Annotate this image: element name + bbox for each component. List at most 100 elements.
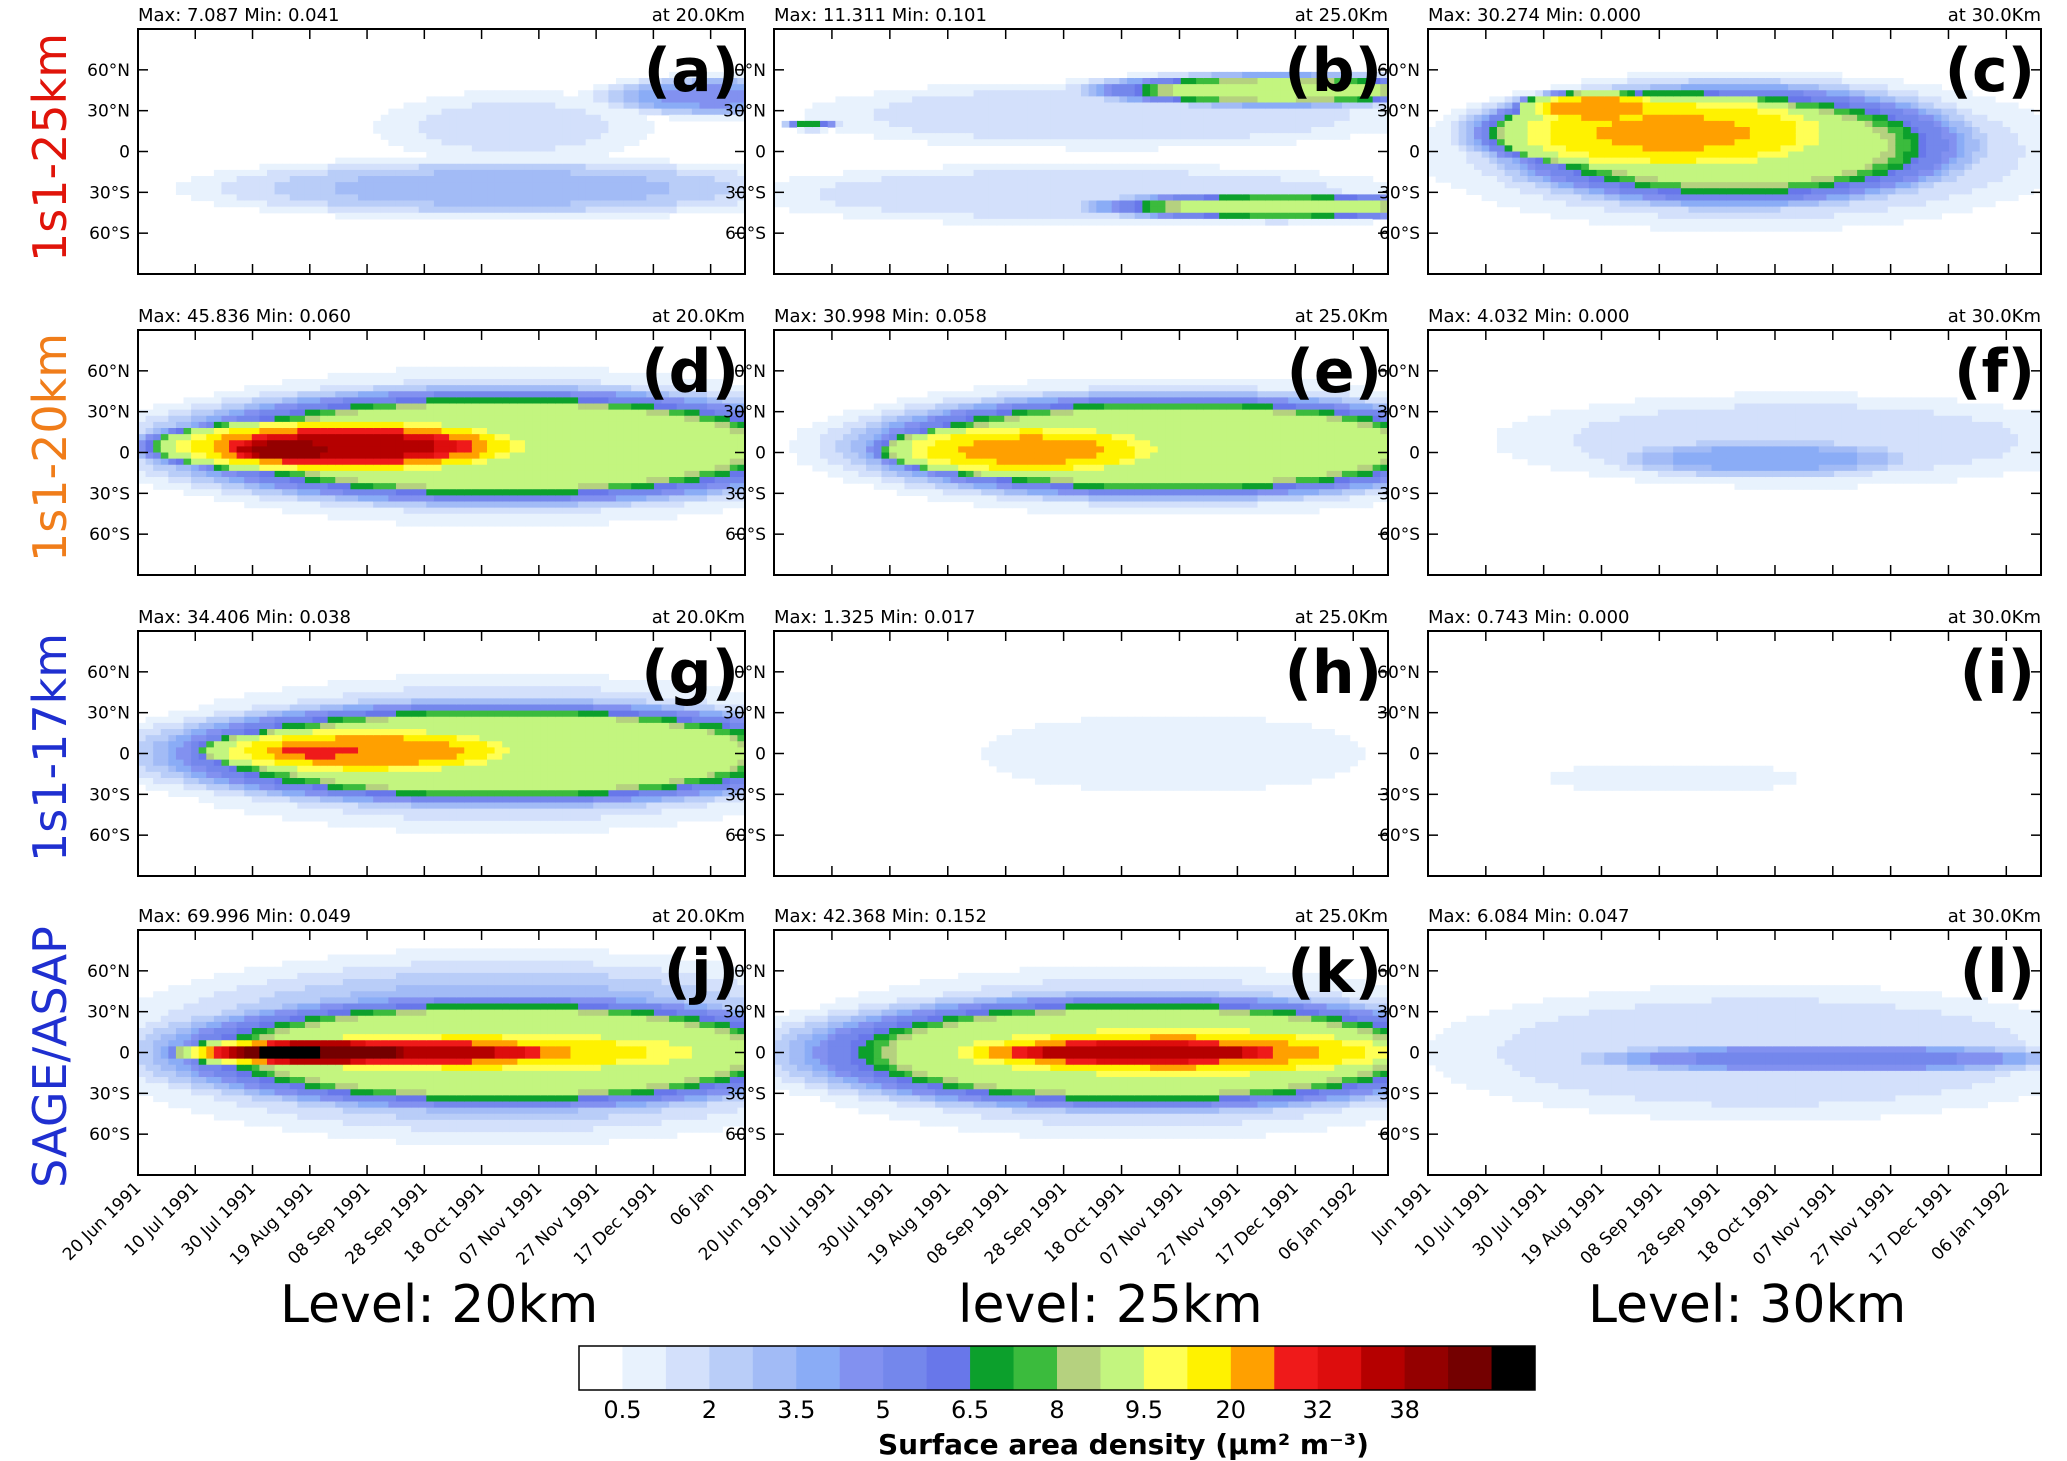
heatmap-cell <box>214 194 222 201</box>
heatmap-cell <box>1020 164 1028 171</box>
heatmap-cell <box>1311 188 1319 195</box>
heatmap-cell <box>1689 207 1697 214</box>
heatmap-cell <box>730 170 738 177</box>
heatmap-cell <box>1096 109 1104 116</box>
heatmap-cell <box>1643 213 1651 220</box>
heatmap-cell <box>1150 188 1158 195</box>
heatmap-cell <box>1373 213 1381 220</box>
heatmap-cell <box>1574 182 1582 189</box>
heatmap-cell <box>464 176 472 183</box>
heatmap-cell <box>1780 152 1788 159</box>
heatmap-cell <box>835 207 843 214</box>
heatmap-cell <box>1365 115 1373 122</box>
heatmap-cell <box>1666 139 1674 146</box>
heatmap-cell <box>958 182 966 189</box>
heatmap-cell <box>1604 96 1612 103</box>
heatmap-cell <box>928 207 936 214</box>
heatmap-cell <box>1681 127 1689 134</box>
heatmap-cell <box>1750 194 1758 201</box>
heatmap-cell <box>206 471 214 478</box>
heatmap-cell <box>1020 176 1028 183</box>
heatmap-cell <box>2010 188 2018 195</box>
heatmap-cell <box>2003 188 2011 195</box>
heatmap-cell <box>1304 219 1312 226</box>
heatmap-cell <box>1826 207 1834 214</box>
heatmap-cell <box>1857 145 1865 152</box>
heatmap-cell <box>1127 72 1135 79</box>
heatmap-cell <box>214 434 222 441</box>
heatmap-cell <box>1872 176 1880 183</box>
heatmap-cell <box>1704 194 1712 201</box>
heatmap-cell <box>1811 225 1819 232</box>
heatmap-cell <box>335 495 343 502</box>
heatmap-cell <box>881 109 889 116</box>
heatmap-cell <box>828 109 836 116</box>
heatmap-cell <box>244 446 252 453</box>
heatmap-cell <box>1258 201 1266 208</box>
heatmap-cell <box>1765 164 1773 171</box>
heatmap-cell <box>1826 213 1834 220</box>
heatmap-cell <box>404 176 412 183</box>
heatmap-cell <box>487 213 495 220</box>
heatmap-cell <box>1311 176 1319 183</box>
heatmap-cell <box>184 471 192 478</box>
heatmap-cell <box>851 109 859 116</box>
heatmap-cell <box>1035 109 1043 116</box>
heatmap-cell <box>935 207 943 214</box>
heatmap-cell <box>1296 133 1304 140</box>
heatmap-cell <box>631 133 639 140</box>
heatmap-cell <box>1589 194 1597 201</box>
heatmap-cell <box>517 194 525 201</box>
heatmap-cell <box>1987 201 1995 208</box>
heatmap-cell <box>510 139 518 146</box>
heatmap-cell <box>1696 170 1704 177</box>
heatmap-cell <box>1773 103 1781 110</box>
heatmap-cell <box>1597 84 1605 91</box>
heatmap-cell <box>1165 84 1173 91</box>
heatmap-cell <box>434 170 442 177</box>
heatmap-cell <box>1459 121 1467 128</box>
heatmap-cell <box>1880 133 1888 140</box>
heatmap-cell <box>646 188 654 195</box>
heatmap-cell <box>396 194 404 201</box>
heatmap-cell <box>989 115 997 122</box>
heatmap-cell <box>1895 96 1903 103</box>
heatmap-cell <box>533 213 541 220</box>
heatmap-cell <box>1773 176 1781 183</box>
heatmap-cell <box>259 397 267 404</box>
heatmap-cell <box>1666 152 1674 159</box>
heatmap-cell <box>350 453 358 460</box>
heatmap-cell <box>1127 90 1135 97</box>
heatmap-cell <box>1972 109 1980 116</box>
heatmap-cell <box>1612 152 1620 159</box>
heatmap-cell <box>1865 194 1873 201</box>
heatmap-cell <box>464 133 472 140</box>
heatmap-cell <box>1357 194 1365 201</box>
heatmap-cell <box>874 121 882 128</box>
heatmap-cell <box>1773 72 1781 79</box>
heatmap-cell <box>1849 207 1857 214</box>
heatmap-cell <box>1926 213 1934 220</box>
heatmap-cell <box>1727 176 1735 183</box>
heatmap-cell <box>601 158 609 165</box>
heatmap-cell <box>1765 121 1773 128</box>
heatmap-cell <box>1995 158 2003 165</box>
heatmap-cell <box>699 115 707 122</box>
heatmap-cell <box>1474 145 1482 152</box>
heatmap-cell <box>1911 133 1919 140</box>
heatmap-cell <box>1119 139 1127 146</box>
heatmap-cell <box>1281 213 1289 220</box>
heatmap-cell <box>1757 219 1765 226</box>
heatmap-cell <box>1574 145 1582 152</box>
heatmap-cell <box>1520 201 1528 208</box>
heatmap-cell <box>1888 158 1896 165</box>
heatmap-cell <box>1281 201 1289 208</box>
heatmap-cell <box>1566 145 1574 152</box>
heatmap-cell <box>1796 188 1804 195</box>
heatmap-cell <box>1681 182 1689 189</box>
heatmap-cell <box>1842 182 1850 189</box>
heatmap-cell <box>1888 133 1896 140</box>
heatmap-cell <box>1750 201 1758 208</box>
heatmap-cell <box>2026 127 2034 134</box>
